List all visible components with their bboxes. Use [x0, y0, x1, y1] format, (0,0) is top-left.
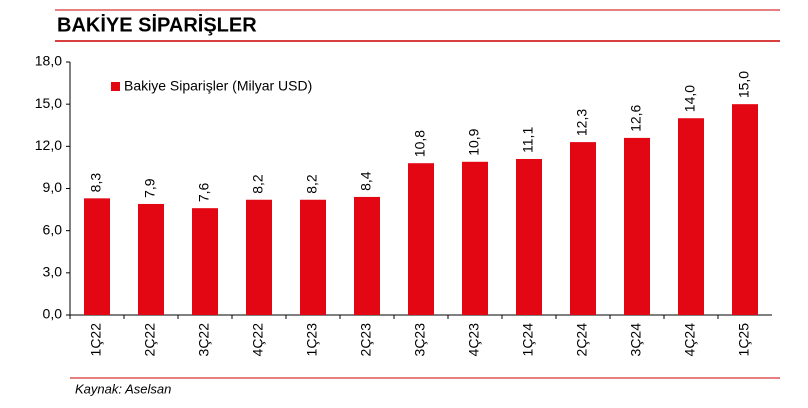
value-label: 10,9	[466, 128, 482, 155]
value-label: 7,9	[142, 178, 158, 198]
chart-title: BAKİYE SİPARİŞLER	[57, 13, 257, 36]
y-tick-label: 12,0	[35, 137, 62, 153]
value-label: 7,6	[196, 183, 212, 203]
x-tick-label: 2Ç23	[358, 323, 374, 357]
legend-swatch	[111, 82, 120, 91]
x-tick-label: 4Ç24	[682, 323, 698, 357]
value-label: 8,4	[358, 171, 374, 191]
x-tick-label: 3Ç23	[412, 323, 428, 357]
bar	[516, 158, 542, 315]
x-tick-label: 1Ç25	[736, 323, 752, 357]
value-label: 12,6	[628, 104, 644, 131]
bar	[192, 208, 218, 315]
x-tick-label: 1Ç24	[520, 323, 536, 357]
bar	[138, 203, 164, 315]
x-tick-label: 1Ç22	[88, 323, 104, 357]
x-tick-label: 4Ç23	[466, 323, 482, 357]
bar	[624, 137, 650, 315]
bar	[462, 161, 488, 315]
value-label: 8,3	[88, 173, 104, 193]
value-label: 12,3	[574, 109, 590, 136]
bar	[300, 199, 326, 315]
y-tick-label: 9,0	[43, 179, 63, 195]
value-label: 8,2	[250, 174, 266, 194]
y-tick-label: 0,0	[43, 306, 63, 322]
y-tick-label: 6,0	[43, 221, 63, 237]
y-tick-label: 18,0	[35, 53, 62, 69]
y-tick-label: 3,0	[43, 264, 63, 280]
value-label: 10,8	[412, 130, 428, 157]
x-tick-label: 1Ç23	[304, 323, 320, 357]
y-tick-label: 15,0	[35, 95, 62, 111]
x-tick-label: 2Ç24	[574, 323, 590, 357]
value-label: 14,0	[682, 85, 698, 112]
x-tick-label: 3Ç24	[628, 323, 644, 357]
source-note: Kaynak: Aselsan	[75, 381, 171, 396]
bar	[354, 196, 380, 315]
x-tick-label: 3Ç22	[196, 323, 212, 357]
legend-label: Bakiye Siparişler (Milyar USD)	[124, 78, 312, 94]
bar	[246, 199, 272, 315]
bar	[84, 198, 110, 315]
bar	[678, 118, 704, 315]
x-tick-label: 2Ç22	[142, 323, 158, 357]
value-label: 8,2	[304, 174, 320, 194]
value-label: 11,1	[520, 127, 536, 153]
bar	[408, 163, 434, 315]
value-label: 15,0	[736, 71, 752, 98]
x-tick-label: 4Ç22	[250, 323, 266, 357]
bar	[732, 104, 758, 316]
bar	[570, 142, 596, 315]
